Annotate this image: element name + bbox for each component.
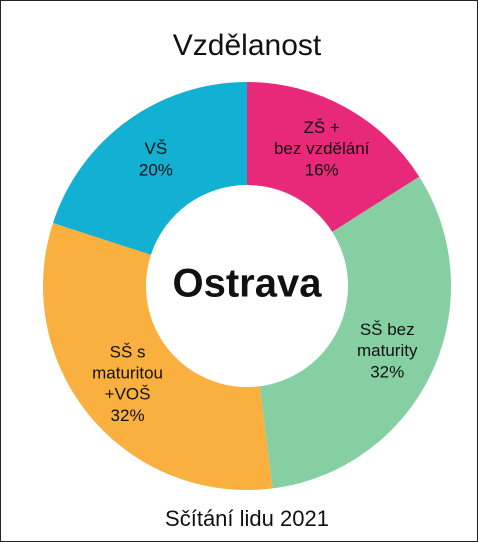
value-label: 32% — [111, 406, 145, 425]
donut-segment — [247, 82, 420, 232]
donut-segment — [52, 82, 248, 255]
segment-label: SŠ s maturitou +VOŠ — [92, 343, 163, 404]
segment-label: VŠ — [145, 140, 168, 159]
donut-segment — [43, 222, 273, 491]
center-label: Ostrava — [173, 262, 323, 306]
segment-label: ZŠ + bez vzdělání — [274, 119, 370, 159]
value-label: 32% — [370, 362, 404, 381]
donut-segment — [259, 176, 452, 489]
chart-title: Vzdělanost — [173, 29, 322, 62]
segment-label: SŠ bez maturity — [357, 320, 418, 360]
value-label: 20% — [139, 161, 173, 180]
chart-footer: Sčítání lidu 2021 — [165, 506, 329, 531]
value-label: 16% — [305, 161, 339, 180]
